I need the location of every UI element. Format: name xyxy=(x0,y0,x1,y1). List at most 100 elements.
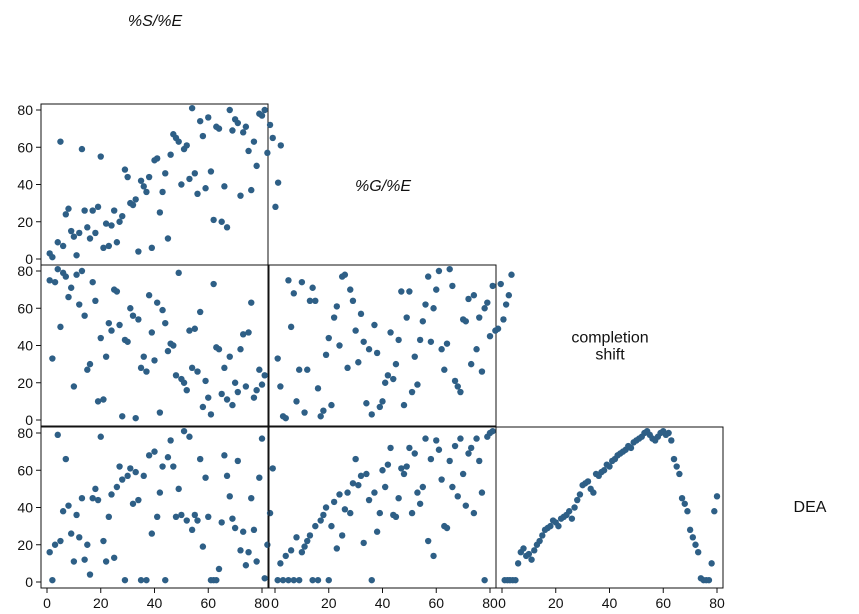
scatter-point xyxy=(102,220,110,227)
x-tick-label: 0 xyxy=(43,595,51,611)
scatter-point xyxy=(129,312,137,319)
scatter-point xyxy=(65,293,72,301)
scatter-point xyxy=(484,299,491,306)
scatter-point xyxy=(347,286,354,293)
scatter-point xyxy=(668,437,675,444)
scatter-point xyxy=(223,472,231,480)
scatter-point xyxy=(325,334,332,342)
scatter-point xyxy=(245,549,252,556)
scatter-point xyxy=(352,327,359,334)
scatter-point xyxy=(481,576,488,584)
scatter-point xyxy=(250,138,258,145)
scatter-point xyxy=(73,252,80,259)
scatter-point xyxy=(132,468,139,476)
scatter-point xyxy=(502,301,510,308)
scatter-point xyxy=(422,435,429,442)
scatter-point xyxy=(465,295,472,303)
scatter-point xyxy=(121,576,129,584)
scatter-point xyxy=(430,552,437,560)
scatter-point xyxy=(116,463,123,470)
scatter-point xyxy=(384,372,392,379)
scatter-point xyxy=(336,342,343,349)
scatter-point xyxy=(221,183,228,190)
scatter-point xyxy=(156,409,164,416)
scatter-point xyxy=(162,170,169,177)
scatter-point xyxy=(285,277,292,284)
scatter-point xyxy=(140,353,147,360)
scatter-point xyxy=(215,125,223,132)
scatter-point xyxy=(355,359,362,366)
scatter-point xyxy=(435,267,443,275)
scatter-point xyxy=(188,104,196,112)
scatter-point xyxy=(231,379,239,386)
scatter-point xyxy=(159,306,166,314)
scatter-point xyxy=(127,465,134,472)
scatter-point xyxy=(274,355,281,362)
scatter-point xyxy=(234,457,242,465)
scatter-point xyxy=(49,355,56,362)
scatter-point xyxy=(205,114,212,121)
scatter-point xyxy=(57,323,64,331)
scatter-point xyxy=(178,181,185,188)
panel-frame xyxy=(40,264,269,427)
scatter-point xyxy=(525,550,533,558)
scatter-point xyxy=(229,127,236,134)
scatter-point xyxy=(129,201,137,209)
scatter-point xyxy=(531,547,538,554)
scatter-point xyxy=(261,575,268,582)
scatter-point xyxy=(148,329,156,336)
scatter-point xyxy=(568,515,576,522)
scatter-point xyxy=(692,541,699,548)
scatter-point xyxy=(547,522,554,530)
scatter-point xyxy=(62,211,70,218)
scatter-point xyxy=(84,541,91,548)
scatter-point xyxy=(433,286,440,293)
scatter-point xyxy=(406,288,413,295)
scatter-point xyxy=(231,524,239,532)
y-tick-label: 0 xyxy=(25,574,33,590)
scatter-point xyxy=(92,485,99,493)
scatter-point xyxy=(156,209,164,216)
scatter-point xyxy=(256,366,263,373)
scatter-point xyxy=(121,166,129,173)
scatter-point xyxy=(70,558,78,565)
scatter-point xyxy=(325,576,332,584)
x-tick-label: 80 xyxy=(254,595,270,611)
scatter-point xyxy=(54,239,61,246)
scatter-point xyxy=(344,364,351,372)
scatter-point xyxy=(274,179,282,186)
scatter-point xyxy=(62,455,70,463)
scatter-point xyxy=(191,511,199,519)
scatter-point xyxy=(148,530,156,537)
scatter-point xyxy=(194,517,201,524)
scatter-point xyxy=(89,494,96,502)
panel-r2-c0 xyxy=(40,426,276,589)
scatter-point xyxy=(673,463,680,470)
scatter-point xyxy=(277,560,284,567)
scatter-point xyxy=(186,327,193,334)
scatter-point xyxy=(328,522,335,530)
scatter-point xyxy=(237,547,244,554)
y-tick-label: 40 xyxy=(17,338,33,354)
scatter-point xyxy=(443,524,451,532)
scatter-point xyxy=(59,242,67,250)
scatter-point xyxy=(234,388,242,396)
scatter-point xyxy=(684,508,691,515)
scatter-point xyxy=(135,248,142,255)
scatter-point xyxy=(132,414,139,422)
scatter-point xyxy=(102,353,110,360)
scatter-point xyxy=(470,292,478,299)
scatter-point xyxy=(81,312,88,319)
x-tick-label: 40 xyxy=(602,595,618,611)
scatter-point xyxy=(78,267,86,275)
scatter-point xyxy=(119,413,126,420)
scatter-point xyxy=(100,396,107,403)
scatter-point xyxy=(314,385,322,392)
scatter-point xyxy=(258,112,266,119)
scatter-point xyxy=(264,149,271,157)
scatter-point xyxy=(248,494,255,502)
scatter-point xyxy=(274,576,281,584)
scatter-point xyxy=(422,301,429,308)
scatter-point xyxy=(600,467,608,474)
scatter-point xyxy=(272,203,279,211)
